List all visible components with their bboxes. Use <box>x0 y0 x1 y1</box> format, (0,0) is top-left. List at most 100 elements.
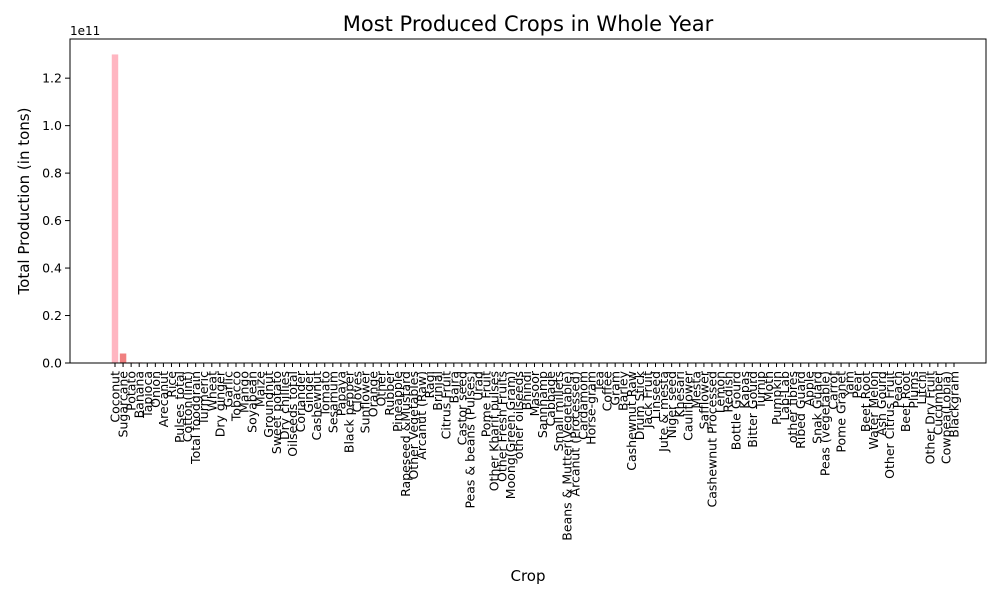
x-tick-label: other fibres <box>785 371 800 443</box>
x-tick-label: Bottle Gourd <box>729 371 744 450</box>
y-axis-offset-label: 1e11 <box>70 24 100 38</box>
x-tick-label: Oilseeds total <box>285 371 300 457</box>
x-tick-label: Moth <box>761 371 776 402</box>
x-tick-label: Ginger <box>301 370 316 413</box>
x-tick-label: Mango <box>237 371 252 413</box>
x-tick-label: Ragi <box>422 371 437 398</box>
bar <box>111 54 119 364</box>
x-tick-label: Carrot <box>825 371 840 410</box>
x-tick-label: Other Citrus Fruit <box>882 371 897 479</box>
x-tick-label: Orange <box>366 371 381 417</box>
x-tick-label: Cardamom <box>575 371 590 440</box>
x-tick-label: Sugarcane <box>116 371 131 438</box>
x-tick-label: Niger seed <box>664 371 679 438</box>
x-tick-label: Other Kharif pulses <box>487 371 502 491</box>
x-tick-label: Onion <box>148 371 163 408</box>
x-tick-label: Tea <box>592 371 607 393</box>
x-tick-label: Bhindi <box>519 371 534 410</box>
x-tick-label: Arcanut (Processed) <box>567 371 582 496</box>
x-tick-label: Litchi <box>914 371 929 405</box>
x-tick-label: Pome Fruit <box>479 371 494 437</box>
x-tick-label: Total foodgrain <box>188 371 203 465</box>
y-tick-label: 0.2 <box>42 308 62 323</box>
x-tick-label: Cashewnut Raw <box>624 371 639 471</box>
x-tick-label: Groundnut <box>261 371 276 438</box>
x-axis-label: Crop <box>510 567 545 585</box>
x-tick-label: Bitter Gourd <box>745 371 760 448</box>
x-tick-label: Blackgram <box>947 371 962 438</box>
x-tick-label: Peas (vegetable) <box>817 371 832 476</box>
x-tick-label: Horse-gram <box>583 371 598 445</box>
x-tick-label: Pear <box>850 370 865 398</box>
x-tick-label: Urad <box>471 371 486 401</box>
x-tick-label: Rapeseed &Mustard <box>398 371 413 497</box>
x-tick-label: Linseed <box>648 371 663 419</box>
x-tick-label: Rice <box>164 371 179 398</box>
x-tick-label: Kapas <box>737 371 752 409</box>
x-tick-label: Turnip <box>753 371 768 410</box>
y-axis-label: Total Production (in tons) <box>15 108 33 296</box>
x-tick-label: Redish <box>721 371 736 413</box>
chart-title: Most Produced Crops in Whole Year <box>343 12 714 36</box>
x-tick-label: Barley <box>616 370 631 411</box>
y-tick-label: 0.4 <box>42 261 62 276</box>
x-tick-label: Beet Root <box>898 371 913 432</box>
x-tick-label: Safflower <box>696 370 711 429</box>
x-tick-label: Beet Root <box>858 371 873 432</box>
bars <box>111 54 595 364</box>
x-tick-label: Coconut <box>108 371 123 423</box>
y-tick-label: 0.0 <box>42 356 62 371</box>
x-tick-label: other oilseeds <box>511 371 526 459</box>
x-tick-label: Other Fresh Fruits <box>495 371 510 482</box>
y-tick-label: 0.6 <box>42 213 62 228</box>
x-tick-label: Cowpea(Lobia) <box>938 371 953 464</box>
x-tick-label: Khesari <box>672 371 687 418</box>
x-axis-ticks: CoconutSugarcanePotatoBananaTapiocaOnion… <box>108 363 962 541</box>
x-tick-label: Castor seed <box>454 371 469 445</box>
x-tick-label: Sannhamp <box>535 371 550 438</box>
x-tick-label: Peas & beans (Pulses) <box>462 371 477 509</box>
x-tick-label: Tomato <box>317 371 332 418</box>
x-tick-label: Gram <box>608 371 623 406</box>
x-tick-label: Black pepper <box>341 370 356 453</box>
x-tick-label: Mesta <box>688 371 703 409</box>
x-tick-label: Other <box>374 370 389 406</box>
y-axis-ticks: 0.0 0.2 0.4 0.6 0.8 1.0 1.2 <box>42 71 70 371</box>
x-tick-label: Coffee <box>600 371 615 412</box>
x-tick-label: Other Vegetables <box>406 371 421 480</box>
x-tick-label: Ribed Guard <box>793 371 808 449</box>
x-tick-label: Cashewnut <box>309 371 324 441</box>
x-tick-label: Plums <box>906 371 921 409</box>
x-tick-label: Wheat <box>204 371 219 412</box>
x-tick-label: Snak Guard <box>809 371 824 444</box>
x-tick-label: Other Dry Fruit <box>922 371 937 464</box>
x-tick-label: Papaya <box>333 371 348 416</box>
x-tick-label: Pulses total <box>172 371 187 443</box>
x-tick-label: Maize <box>253 371 268 407</box>
x-tick-label: Sunflower <box>358 370 373 433</box>
bar <box>119 353 127 363</box>
x-tick-label: Cashewnut Processed <box>704 371 719 508</box>
x-tick-label: Turmeric <box>196 371 211 426</box>
x-tick-label: Peach <box>890 371 905 408</box>
x-tick-label: Sesamum <box>325 371 340 433</box>
x-tick-label: Sweet potato <box>269 371 284 454</box>
x-tick-label: Arcanut (Raw) <box>414 371 429 460</box>
x-tick-label: Lemon <box>713 371 728 413</box>
x-tick-label: Arecanut <box>156 371 171 427</box>
x-tick-label: Jack Fruit <box>640 371 655 429</box>
y-tick-label: 1.0 <box>42 118 62 133</box>
x-tick-label: Masoor <box>527 370 542 416</box>
plot-frame <box>69 38 987 364</box>
x-tick-label: Brinjal <box>430 371 445 411</box>
x-tick-label: Cabbage <box>543 371 558 427</box>
x-tick-label: Rubber <box>382 370 397 416</box>
x-tick-label: Beans & Mutter(Vegetable) <box>559 371 574 541</box>
x-tick-label: Dry ginger <box>212 370 227 437</box>
x-tick-label: Bajra <box>446 371 461 404</box>
x-tick-label: Moong(Green Gram) <box>503 371 518 499</box>
x-tick-label: Pineapple <box>390 371 405 432</box>
x-tick-label: Garlic <box>220 371 235 407</box>
x-tick-label: Drum Stick <box>632 370 647 440</box>
